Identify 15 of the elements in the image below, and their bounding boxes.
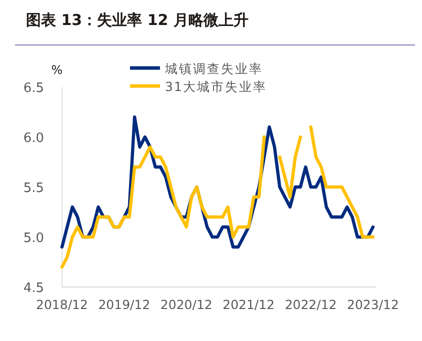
x-tick-label: 2019/12 [98,297,150,312]
y-tick-label: 4.5 [23,281,44,296]
x-tick-label: 2020/12 [160,297,212,312]
x-tick-label: 2022/12 [284,297,337,312]
y-tick-label: 6.5 [23,81,44,96]
y-tick-label: 6.0 [23,131,44,146]
x-tick-label: 2023/12 [347,297,399,312]
legend-label: 城镇调查失业率 [164,61,263,76]
x-tick-label: 2021/12 [222,297,275,312]
chart-title: 图表 13：失业率 12 月略微上升 [26,11,248,29]
y-tick-label: 5.5 [23,181,44,196]
legend-label: 31大城市失业率 [165,79,267,94]
x-tick-label: 2018/12 [36,297,88,312]
y-tick-label: 5.0 [23,231,44,246]
y-axis-title: % [51,63,63,77]
